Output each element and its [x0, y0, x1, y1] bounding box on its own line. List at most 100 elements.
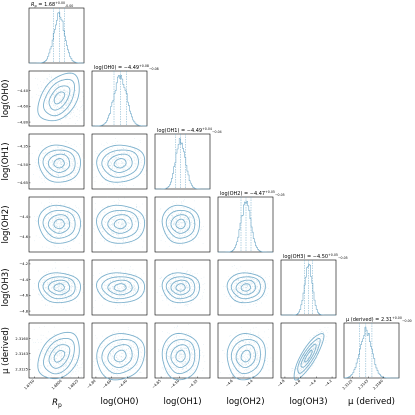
contour-1 [53, 218, 65, 230]
panel-title: log(OH3) = −4.50+0.05−0.05 [283, 253, 348, 260]
panel-5-5: μ (derived) = 2.31+0.00−0.00 2.3125 2.3143… [342, 316, 412, 390]
y-tick-text: −4.40 [17, 89, 29, 93]
y-axis-label-2: log(OH1) [1, 142, 11, 180]
x-tick-text: 2.3160 [372, 378, 384, 390]
contour-1 [175, 218, 186, 230]
y-tick-label: 2.3143 [15, 352, 28, 356]
y-axis-label-1: log(OH0) [1, 79, 11, 117]
contour-2 [170, 214, 191, 234]
contour-2 [170, 344, 191, 369]
x-tick-text: 1.6800 [51, 378, 63, 390]
panel-1-0: −4.80 −4.60 −4.40 [17, 70, 85, 127]
x-tick-label: −4.35 [188, 379, 199, 390]
x-tick-text: −4.4 [308, 378, 318, 388]
panel-3-1 [91, 196, 148, 253]
title-value: = −4.47 [242, 191, 265, 197]
title-name: log(OH3) [283, 254, 305, 260]
x-tick-label: 2.3160 [372, 378, 384, 390]
panel-title: Rp = 1.68+0.00-0.00 [31, 1, 73, 8]
x-axis-label-1: log(OH0) [100, 397, 138, 407]
contour-3 [42, 149, 76, 178]
x-tick-label: 2.3125 [342, 379, 354, 391]
y-tick-label: −4.6 [19, 235, 28, 239]
y-tick-text: −4.50 [17, 163, 29, 167]
y-tick-label: −4.4 [19, 215, 28, 219]
title-sub-err: −0.05 [275, 193, 285, 197]
y-tick-label: −4.60 [17, 105, 29, 109]
x-axis-label-0: Rp [52, 398, 62, 409]
y-tick-label: 2.3160 [15, 337, 28, 341]
contour-3 [43, 337, 75, 375]
title-sub: p [34, 4, 37, 8]
x-tick-text: 2.3125 [342, 379, 354, 391]
panel-3-3: log(OH2) = −4.47+0.05−0.05 [217, 190, 285, 253]
axis-label-text: log(OH0) [100, 397, 138, 407]
panel-4-2 [154, 259, 211, 316]
y-tick-text: −4.60 [17, 105, 29, 109]
panel-frame [91, 196, 148, 253]
x-tick-text: −4.65 [151, 379, 162, 390]
y-tick-text: −4.4 [19, 215, 28, 219]
x-tick-text: −4.80 [86, 378, 97, 389]
contour-3 [165, 276, 196, 300]
title-value: = −4.50 [305, 254, 328, 260]
x-tick-text: −4.50 [170, 378, 181, 389]
x-tick-label: −4.4 [245, 378, 255, 388]
title-sub-err: −0.04 [212, 130, 222, 134]
x-tick-label: −4.8 [277, 378, 287, 388]
panel-4-0: −4.8 −4.6 −4.4 −4.2 [19, 259, 85, 316]
panel-frame [91, 259, 148, 316]
title-name: μ (derived) [346, 317, 374, 323]
contour-2 [107, 153, 133, 173]
y-tick-text: −4.8 [19, 309, 28, 313]
axis-label-text: μ (derived) [1, 327, 11, 374]
panel-4-4: log(OH3) = −4.50+0.05−0.05 [280, 253, 348, 316]
scatter-points [158, 323, 206, 379]
contour-1 [113, 158, 127, 169]
title-value: = 2.31 [374, 317, 393, 323]
title-sup: +0.00 [55, 1, 65, 5]
x-tick-text: −4.40 [117, 378, 128, 389]
contour-2 [47, 279, 71, 296]
panel-2-0: −4.65 −4.50 −4.35 [17, 133, 85, 190]
contour-1 [304, 349, 313, 363]
title-name: log(OH0) [94, 65, 116, 71]
contour-4 [161, 272, 201, 304]
x-tick-label: 1.6750 [23, 378, 35, 390]
x-tick-label: −4.60 [102, 378, 113, 389]
contour-4 [37, 331, 80, 380]
x-tick-label: 2.3143 [357, 379, 369, 391]
x-tick-label: −4.80 [86, 378, 97, 389]
axis-label-text: log(OH1) [1, 142, 11, 180]
title-sup: +0.05 [265, 190, 275, 194]
contour-2 [170, 279, 191, 296]
contour-3 [101, 149, 139, 178]
contour-3 [101, 276, 139, 300]
panel-3-2 [154, 196, 211, 253]
contour-2 [48, 85, 71, 111]
x-tick-text: 2.3143 [357, 379, 369, 391]
contour-3 [165, 339, 196, 375]
contour-1 [53, 158, 65, 169]
panel-title: log(OH1) = −4.49+0.04−0.04 [157, 127, 222, 134]
panel-3-0: −4.6 −4.4 [19, 196, 85, 253]
panel-frame [154, 133, 211, 190]
y-tick-text: −4.6 [19, 235, 28, 239]
title-name: R [31, 2, 34, 8]
y-tick-text: −4.6 [19, 294, 28, 298]
axis-label-main: R [52, 398, 58, 408]
x-axis-label-3: log(OH2) [226, 397, 264, 407]
panel-title: μ (derived) = 2.31+0.00−0.00 [346, 316, 412, 323]
contour-3 [43, 78, 76, 117]
contour-4 [226, 272, 266, 304]
histogram [92, 75, 148, 127]
panel-2-1 [91, 133, 148, 190]
panel-4-3 [217, 259, 274, 316]
y-tick-text: −4.4 [19, 278, 28, 282]
axis-label-sub: p [58, 402, 62, 409]
title-sup: +0.05 [328, 253, 338, 257]
x-tick-label: −4.6 [292, 378, 302, 388]
panel-frame [28, 322, 85, 379]
contour-2 [235, 344, 256, 369]
y-axis-label-4: log(OH3) [1, 268, 11, 306]
